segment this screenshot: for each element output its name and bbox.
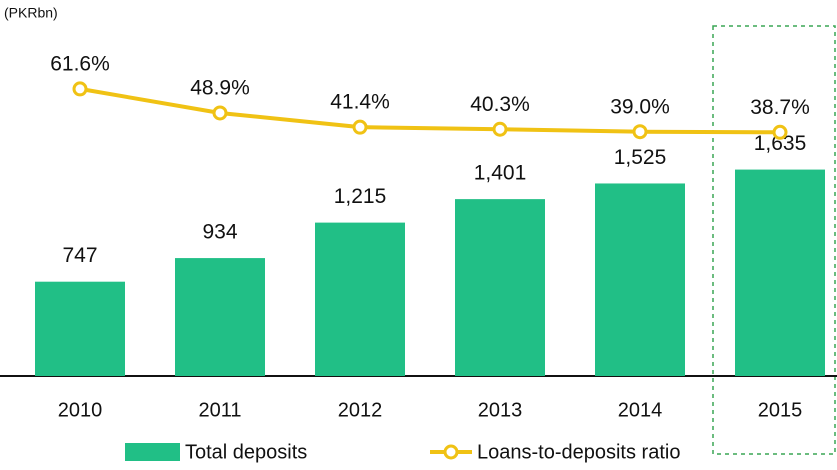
highlight-box [712,25,836,455]
line [79,86,781,135]
line-marker [632,124,648,140]
legend-swatch [125,443,180,461]
x-tick-label: 2013 [478,399,523,421]
data-label: 1,635 [754,132,807,155]
bar [455,199,545,376]
bar [35,281,125,376]
bar [315,222,405,376]
data-label: 39.0% [610,95,670,118]
line-marker [492,121,508,137]
data-label: 41.4% [330,91,390,114]
data-label: 48.9% [190,77,250,100]
legend-label: Total deposits [185,441,307,463]
bar [175,258,265,376]
legend-swatch [443,444,459,460]
x-tick-label: 2011 [198,399,241,421]
line-marker [212,105,228,121]
data-label: 1,401 [474,162,527,185]
data-label: 38.7% [750,96,810,119]
unit-label: (PKRbn) [4,5,58,21]
line-marker [772,124,788,140]
bar [735,169,825,376]
data-label: 1,215 [334,185,387,208]
bar [595,183,685,376]
line-marker [72,81,88,97]
legend-label: Loans-to-deposits ratio [477,441,680,463]
line-marker [352,119,368,135]
x-tick-label: 2015 [758,399,803,421]
data-label: 1,525 [614,146,667,169]
data-label: 40.3% [470,93,530,116]
data-label: 934 [202,221,237,244]
x-tick-label: 2014 [618,399,663,421]
x-tick-label: 2012 [338,399,383,421]
data-label: 61.6% [50,52,110,75]
data-label: 747 [62,244,97,267]
x-tick-label: 2010 [58,399,103,421]
